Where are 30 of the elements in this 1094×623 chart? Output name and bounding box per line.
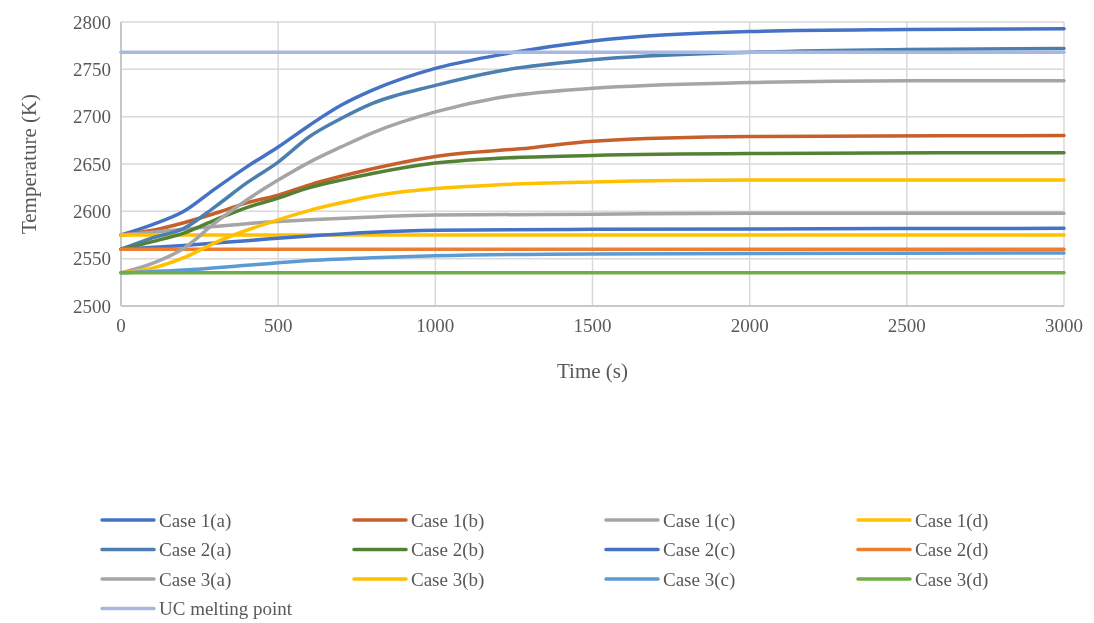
legend-label: Case 3(d) <box>915 568 989 591</box>
y-tick-label: 2800 <box>73 11 111 33</box>
x-tick-label: 1500 <box>573 315 612 336</box>
line-series <box>119 78 1066 275</box>
x-tick-label: 500 <box>263 315 293 336</box>
legend-label: Case 3(b) <box>411 568 485 591</box>
y-axis-title: Temperature (K) <box>17 93 41 235</box>
legend-label: UC melting point <box>159 598 293 620</box>
x-tick-label: 0 <box>116 315 126 336</box>
legend-label: Case 2(d) <box>915 539 989 562</box>
y-tick-label: 2750 <box>73 58 111 80</box>
x-tick-label: 2000 <box>730 315 769 336</box>
y-tick-label: 2600 <box>73 200 111 222</box>
y-tick-label: 2650 <box>73 153 111 175</box>
y-tick-label: 2700 <box>73 106 111 128</box>
y-tick-label: 2550 <box>73 248 111 270</box>
y-tick-label: 2500 <box>73 295 111 317</box>
legend-label: Case 1(b) <box>411 509 485 532</box>
x-tick-label: 2500 <box>887 315 926 336</box>
legend-label: Case 2(a) <box>159 539 232 562</box>
legend-label: Case 2(c) <box>663 539 736 562</box>
legend-label: Case 3(c) <box>663 568 736 591</box>
legend-label: Case 2(b) <box>411 539 485 562</box>
legend-label: Case 1(d) <box>915 509 989 532</box>
legend-label: Case 1(a) <box>159 509 232 532</box>
x-tick-label: 1000 <box>416 315 455 336</box>
x-axis-title: Time (s) <box>557 359 628 383</box>
x-tick-label: 3000 <box>1045 315 1083 336</box>
legend-label: Case 1(c) <box>663 509 736 532</box>
legend-label: Case 3(a) <box>159 568 232 591</box>
